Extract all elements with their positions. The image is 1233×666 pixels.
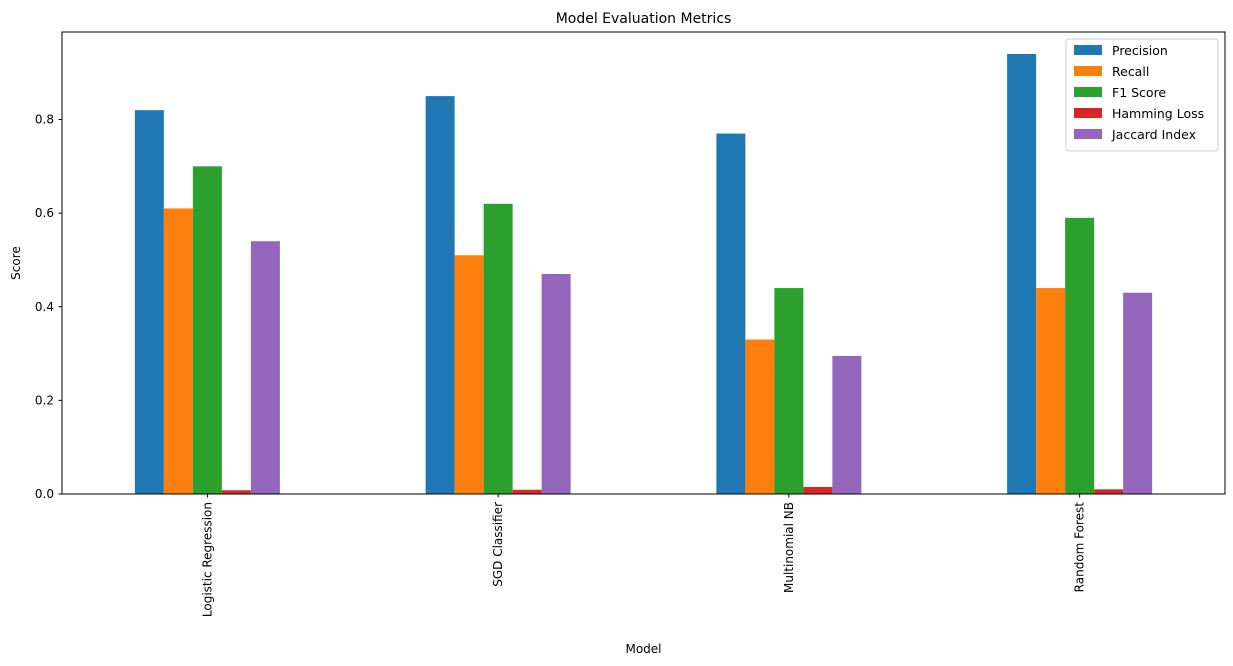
bar-precision-multinomial-nb (716, 133, 746, 494)
legend-label: Recall (1112, 64, 1149, 79)
bar-hamming-loss-multinomial-nb (803, 486, 833, 494)
bar-jaccard-index-multinomial-nb (832, 355, 862, 494)
x-tick-label: Logistic Regression (200, 502, 214, 617)
y-tick-label: 0.2 (35, 393, 54, 407)
legend-swatch (1074, 87, 1102, 97)
bar-precision-sgd-classifier (425, 96, 455, 495)
bar-f1-score-logistic-regression (192, 166, 222, 494)
y-axis-label: Score (9, 246, 23, 280)
legend-label: F1 Score (1112, 85, 1166, 100)
legend: Precision Recall F1 Score Hamming Loss Jacca… (1065, 38, 1219, 152)
bar-recall-logistic-regression (163, 208, 193, 494)
bars-layer (134, 54, 1153, 495)
bar-recall-random-forest (1036, 288, 1066, 494)
bar-jaccard-index-sgd-classifier (541, 274, 571, 494)
legend-swatch (1074, 129, 1102, 139)
legend-swatch (1074, 45, 1102, 55)
bar-recall-sgd-classifier (454, 255, 484, 494)
bar-jaccard-index-random-forest (1123, 292, 1153, 494)
y-tick-label: 0.6 (35, 206, 54, 220)
bar-recall-multinomial-nb (745, 339, 775, 494)
x-axis: Logistic Regression SGD Classifier Multino… (200, 494, 1087, 617)
legend-label: Jaccard Index (1111, 127, 1196, 142)
bar-hamming-loss-random-forest (1094, 489, 1124, 494)
legend-label: Precision (1112, 43, 1168, 58)
legend-swatch (1074, 66, 1102, 76)
bar-f1-score-random-forest (1065, 217, 1095, 495)
bar-f1-score-sgd-classifier (483, 203, 513, 494)
bar-hamming-loss-sgd-classifier (512, 489, 542, 494)
legend-label: Hamming Loss (1112, 106, 1204, 121)
legend-swatch (1074, 108, 1102, 118)
y-axis: 0.0 0.2 0.4 0.6 0.8 (35, 113, 62, 501)
plot-frame (61, 31, 1226, 495)
x-tick-label: Random Forest (1073, 502, 1087, 593)
y-tick-label: 0.4 (35, 300, 54, 314)
chart-title: Model Evaluation Metrics (556, 11, 732, 27)
x-tick-label: SGD Classifier (491, 502, 505, 587)
x-tick-label: Multinomial NB (782, 502, 796, 593)
x-axis-label: Model (625, 642, 661, 656)
legend-box (1065, 38, 1219, 152)
bar-precision-logistic-regression (134, 110, 164, 494)
bar-precision-random-forest (1007, 54, 1037, 494)
bar-f1-score-multinomial-nb (774, 288, 804, 494)
bar-hamming-loss-logistic-regression (221, 490, 251, 494)
bar-jaccard-index-logistic-regression (250, 241, 280, 494)
y-tick-label: 0.0 (35, 487, 54, 501)
y-tick-label: 0.8 (35, 113, 54, 127)
